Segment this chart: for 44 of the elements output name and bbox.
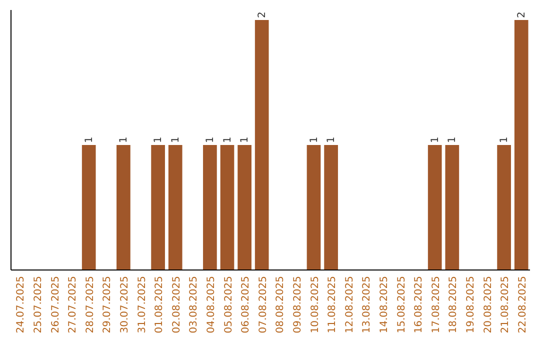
x-tick-label: 11.08.2025 (327, 276, 338, 334)
x-tick-label: 09.08.2025 (292, 276, 304, 334)
x-tick-label: 14.08.2025 (378, 276, 390, 334)
x-tick-label: 18.08.2025 (448, 276, 460, 334)
x-tick-label: 24.07.2025 (16, 276, 27, 334)
x-tick-label: 06.08.2025 (240, 276, 252, 334)
x-tick-label: 05.08.2025 (223, 276, 234, 334)
x-tick-label: 01.08.2025 (154, 276, 166, 334)
data-label: 1 (84, 136, 95, 143)
data-label: 1 (118, 136, 130, 143)
x-tick-label: 08.08.2025 (275, 276, 286, 334)
x-tick-label: 04.08.2025 (206, 276, 217, 334)
x-tick-label: 25.07.2025 (32, 276, 44, 334)
x-tick-label: 07.08.2025 (258, 276, 269, 334)
x-tick-label: 28.07.2025 (84, 276, 96, 334)
x-tick-label: 17.08.2025 (430, 276, 442, 334)
x-tick-label: 16.08.2025 (414, 276, 425, 334)
x-tick-label: 21.08.2025 (500, 276, 512, 334)
data-label: 1 (240, 136, 251, 143)
x-tick-label: 03.08.2025 (188, 276, 200, 334)
x-tick-label: 29.07.2025 (102, 276, 114, 334)
x-tick-label: 19.08.2025 (465, 276, 476, 334)
data-label: 1 (326, 136, 338, 143)
data-label: 1 (308, 136, 320, 143)
data-label: 1 (447, 136, 458, 143)
x-tick-label: 20.08.2025 (482, 276, 494, 334)
data-label: 1 (204, 136, 216, 143)
data-label: 1 (499, 136, 510, 143)
x-tick-label: 13.08.2025 (362, 276, 373, 334)
x-tick-label: 31.07.2025 (136, 276, 148, 334)
x-tick-label: 10.08.2025 (310, 276, 321, 334)
x-tick-label: 15.08.2025 (396, 276, 408, 334)
x-tick-label: 02.08.2025 (171, 276, 182, 334)
x-tick-label: 12.08.2025 (344, 276, 356, 334)
data-label: 1 (170, 136, 182, 143)
x-tick-label: 26.07.2025 (50, 276, 62, 334)
x-tick-label: 22.08.2025 (517, 276, 528, 334)
data-label: 2 (256, 12, 268, 18)
data-label: 1 (222, 136, 234, 143)
data-label: 2 (516, 12, 528, 18)
x-tick-label: 27.07.2025 (68, 276, 79, 334)
x-tick-label: 30.07.2025 (119, 276, 130, 334)
data-label: 1 (153, 136, 164, 143)
data-label: 1 (430, 136, 441, 143)
